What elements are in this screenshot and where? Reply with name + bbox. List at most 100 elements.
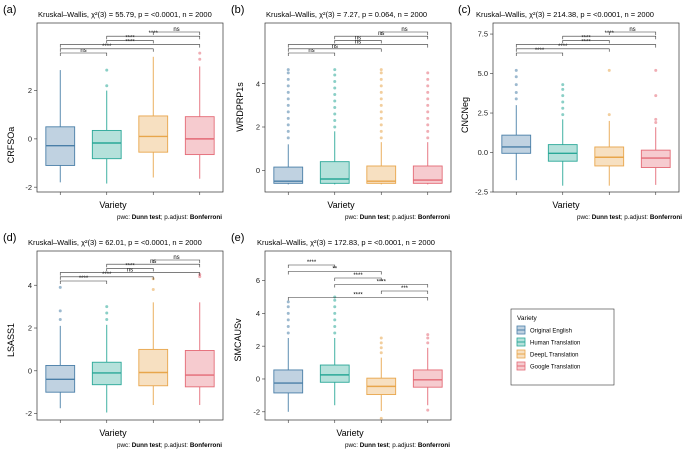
outlier-point xyxy=(654,94,658,98)
box-original-english xyxy=(45,285,76,409)
outlier-point xyxy=(286,318,290,322)
box-original-english xyxy=(273,300,304,412)
outlier-point xyxy=(654,117,658,121)
outlier-point xyxy=(286,136,290,140)
significance-bracket: **** xyxy=(106,31,201,40)
outlier-point xyxy=(286,90,290,94)
outlier-point xyxy=(333,93,337,96)
bracket-line xyxy=(59,272,201,276)
outlier-point xyxy=(426,333,430,337)
bracket-label: **** xyxy=(558,44,568,50)
panel-title: Kruskal–Wallis, χ²(3) = 214.38, p = <0.0… xyxy=(476,10,654,19)
legend-label: Human Translation xyxy=(530,341,580,347)
bracket-label: ns xyxy=(401,27,407,33)
panel-label: (e) xyxy=(231,232,244,244)
outlier-point xyxy=(379,110,383,114)
bracket-label: **** xyxy=(102,272,112,278)
bracket-line xyxy=(59,280,108,284)
outlier-point xyxy=(379,103,383,107)
outlier-point xyxy=(333,80,337,83)
y-tick-label: 6 xyxy=(256,276,260,285)
significance-bracket: ns xyxy=(287,48,336,56)
x-axis-label: Variety xyxy=(552,200,580,210)
bracket-line xyxy=(59,276,154,280)
bracket-label: ns xyxy=(80,48,86,54)
x-axis-label: Variety xyxy=(99,428,127,438)
outlier-point xyxy=(514,75,518,79)
significance-bracket: **** xyxy=(562,31,657,40)
outlier-point xyxy=(514,90,518,94)
iqr-box xyxy=(366,165,397,184)
outlier-point xyxy=(561,113,565,117)
y-tick-label: 2.5 xyxy=(478,109,488,118)
outlier-point xyxy=(105,305,109,309)
outlier-point xyxy=(286,84,290,88)
y-tick-label: 2 xyxy=(256,342,260,351)
x-axis-label: Variety xyxy=(327,200,355,210)
box-human-translation xyxy=(91,68,122,184)
outlier-point xyxy=(333,86,337,90)
bracket-line xyxy=(287,48,382,52)
outlier-point xyxy=(426,336,430,340)
bracket-label: ns xyxy=(355,35,361,41)
outlier-point xyxy=(286,68,290,72)
legend-item: Original English xyxy=(516,325,572,335)
box-google-translation xyxy=(184,51,215,179)
outlier-point xyxy=(426,90,430,94)
significance-bracket: *** xyxy=(380,286,429,294)
panel-label: (b) xyxy=(231,4,244,16)
outlier-point xyxy=(379,336,383,340)
legend-item: DeepL Translation xyxy=(516,349,578,359)
outlier-point xyxy=(286,129,290,133)
bracket-line xyxy=(562,35,657,40)
significance-bracket: ns xyxy=(59,48,108,56)
bracket-line xyxy=(152,259,201,263)
outlier-point xyxy=(105,84,109,88)
outlier-point xyxy=(379,351,383,355)
outlier-point xyxy=(333,125,337,129)
y-tick-label: -2 xyxy=(25,409,32,418)
panel-d: (d) Kruskal–Wallis, χ²(3) = 62.01, p = <… xyxy=(3,232,224,449)
outlier-point xyxy=(333,324,337,328)
bracket-label: **** xyxy=(79,276,89,282)
significance-bracket: ns xyxy=(287,44,382,52)
legend-item: Human Translation xyxy=(516,337,580,347)
significance-bracket: **** xyxy=(287,260,336,268)
plot-area xyxy=(36,250,224,421)
outlier-point xyxy=(286,311,290,315)
outlier-point xyxy=(426,71,430,75)
footnote: pwc: Dunn test; p.adjust: Bonferroni xyxy=(577,214,682,221)
outlier-point xyxy=(379,129,383,133)
bracket-line xyxy=(106,263,201,268)
box-human-translation xyxy=(319,68,350,185)
y-axis-label: WRDPRP1s xyxy=(235,82,245,132)
significance-bracket: **** xyxy=(515,48,564,56)
bracket-label: ns xyxy=(308,48,314,54)
significance-bracket: **** xyxy=(562,35,610,44)
outlier-point xyxy=(561,83,565,87)
y-tick-label: -2 xyxy=(25,183,32,192)
significance-bracket: ns xyxy=(152,27,201,35)
significance-bracket: ns xyxy=(59,268,201,276)
bracket-line xyxy=(515,44,657,48)
iqr-box xyxy=(412,369,443,388)
outlier-point xyxy=(426,97,430,101)
outlier-point xyxy=(286,116,290,120)
panel-b: (b) Kruskal–Wallis, χ²(3) = 7.27, p = 0.… xyxy=(231,4,452,221)
y-tick-label: -2 xyxy=(253,407,260,416)
outlier-point xyxy=(333,318,337,322)
iqr-box xyxy=(640,149,671,168)
outlier-point xyxy=(561,100,565,104)
y-tick-label: 2 xyxy=(256,123,260,132)
panel-label: (c) xyxy=(458,4,471,16)
bracket-label: **** xyxy=(125,40,135,46)
panel-title: Kruskal–Wallis, χ²(3) = 55.79, p = <0.00… xyxy=(38,10,212,19)
outlier-point xyxy=(426,84,430,88)
bracket-line xyxy=(380,290,429,294)
y-tick-label: 2 xyxy=(28,324,32,333)
legend-item: Google Translation xyxy=(516,361,580,371)
outlier-point xyxy=(333,298,337,302)
outlier-point xyxy=(607,113,611,117)
box-google-translation xyxy=(640,68,671,185)
outlier-point xyxy=(333,73,337,77)
